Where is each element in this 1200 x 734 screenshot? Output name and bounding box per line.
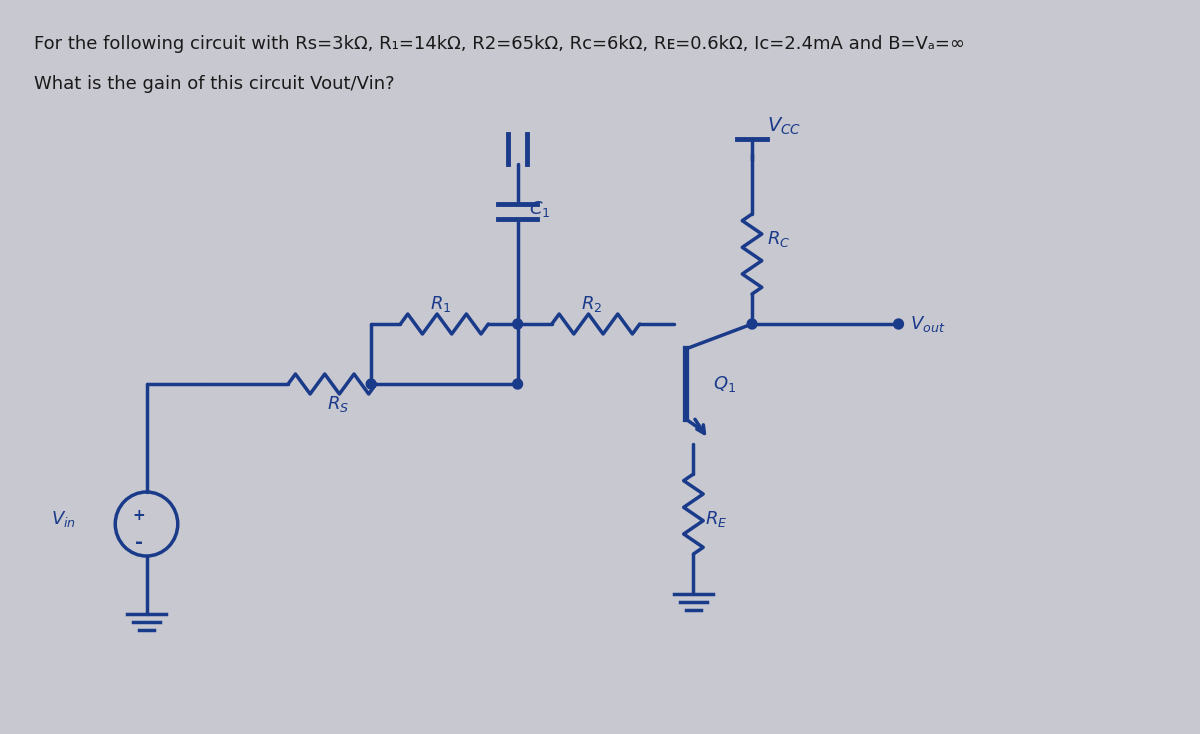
Text: +: + bbox=[132, 509, 145, 523]
Text: $R_1$: $R_1$ bbox=[430, 294, 451, 314]
Text: $R_S$: $R_S$ bbox=[328, 394, 349, 414]
Circle shape bbox=[894, 319, 904, 329]
Text: $R_C$: $R_C$ bbox=[767, 229, 790, 249]
Circle shape bbox=[748, 319, 757, 329]
Text: What is the gain of this circuit Vout/Vin?: What is the gain of this circuit Vout/Vi… bbox=[34, 75, 395, 93]
Text: $R_2$: $R_2$ bbox=[581, 294, 602, 314]
Circle shape bbox=[366, 379, 376, 389]
Text: -: - bbox=[134, 532, 143, 551]
Circle shape bbox=[512, 319, 522, 329]
Circle shape bbox=[512, 379, 522, 389]
Text: $Q_1$: $Q_1$ bbox=[713, 374, 736, 394]
Text: $V_{CC}$: $V_{CC}$ bbox=[767, 116, 802, 137]
Text: $C_1$: $C_1$ bbox=[529, 199, 551, 219]
Text: $V_{in}$: $V_{in}$ bbox=[52, 509, 76, 529]
Text: $V_{out}$: $V_{out}$ bbox=[911, 314, 946, 334]
Text: For the following circuit with Rs=3kΩ, R₁=14kΩ, R2=65kΩ, Rc=6kΩ, Rᴇ=0.6kΩ, Ic=2.: For the following circuit with Rs=3kΩ, R… bbox=[34, 35, 965, 53]
Text: $R_E$: $R_E$ bbox=[706, 509, 727, 529]
